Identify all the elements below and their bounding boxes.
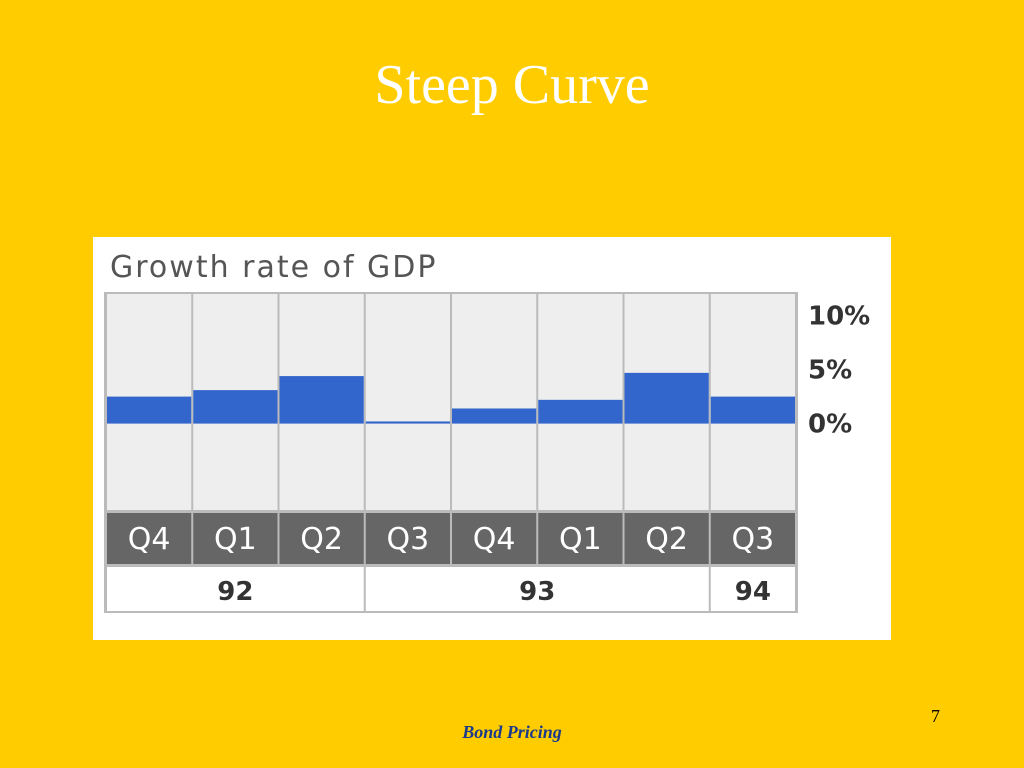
gdp-chart: Growth rate of GDP Q4 Q1 Q2 Q3 Q4 Q1 Q2 Q3 92 93 94…: [93, 237, 891, 640]
chart-title: Growth rate of GDP: [110, 250, 438, 285]
bar: [279, 376, 364, 424]
slide-title: Steep Curve: [374, 54, 650, 116]
page-number: 7: [931, 706, 940, 726]
y-tick-label: 10%: [808, 302, 870, 332]
gdp-chart-svg: Growth rate of GDP Q4 Q1 Q2 Q3 Q4 Q1 Q2 Q3 92 93 94…: [104, 250, 870, 613]
quarter-cell: [452, 513, 537, 564]
quarter-label: Q2: [300, 522, 343, 557]
quarter-cell: [710, 513, 795, 564]
year-label: 92: [217, 577, 253, 607]
year-cell: [710, 567, 795, 611]
quarter-cell: [365, 513, 450, 564]
quarter-cell: [107, 513, 192, 564]
year-label: 94: [735, 577, 771, 607]
quarter-label: Q1: [559, 522, 602, 557]
bar: [107, 396, 192, 424]
plot-cell: [365, 294, 450, 510]
bar: [193, 390, 278, 424]
plot-cell: [452, 294, 537, 510]
quarter-label: Q4: [473, 522, 516, 557]
quarter-label: Q2: [645, 522, 688, 557]
quarter-label: Q4: [128, 522, 171, 557]
bar: [538, 399, 623, 424]
bar: [452, 408, 537, 424]
year-cell: [107, 567, 364, 611]
quarter-cell: [279, 513, 364, 564]
footer-label: Bond Pricing: [462, 722, 562, 742]
y-tick-label: 0%: [808, 410, 852, 440]
year-cell: [365, 567, 709, 611]
y-tick-label: 5%: [808, 356, 852, 386]
quarter-label: Q3: [387, 522, 430, 557]
bar: [365, 421, 450, 424]
quarter-label: Q3: [732, 522, 775, 557]
quarter-cell: [193, 513, 278, 564]
quarter-cell: [538, 513, 623, 564]
quarter-cell: [624, 513, 709, 564]
year-label: 93: [519, 577, 555, 607]
bar: [624, 372, 709, 424]
quarter-label: Q1: [214, 522, 257, 557]
bar: [710, 396, 795, 424]
